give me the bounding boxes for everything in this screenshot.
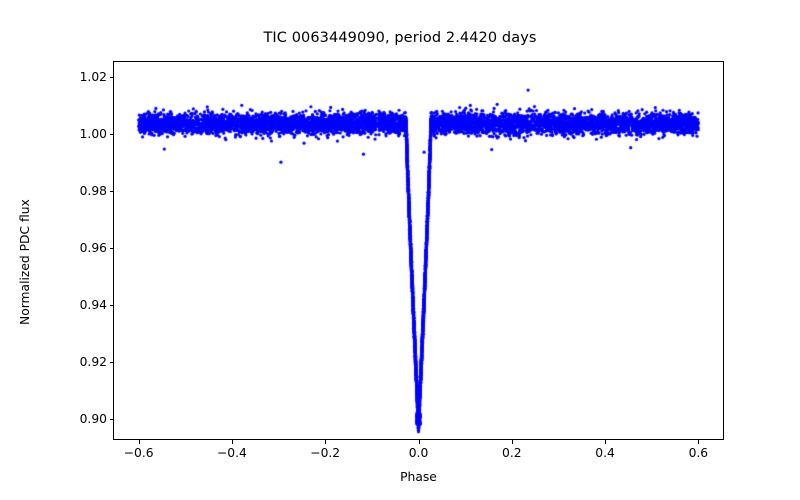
plot-area (113, 61, 724, 440)
y-tick-mark (109, 247, 113, 249)
y-tick-label: 0.96 (79, 240, 107, 255)
y-tick-mark (109, 361, 113, 363)
x-axis-label: Phase (400, 470, 437, 484)
x-tick-mark (418, 440, 420, 444)
y-tick-label: 1.02 (79, 69, 107, 84)
y-tick-label: 0.94 (79, 297, 107, 312)
x-tick-label: −0.6 (123, 446, 154, 460)
x-tick-label: −0.4 (216, 446, 247, 460)
x-tick-label: −0.2 (310, 446, 341, 460)
chart-title: TIC 0063449090, period 2.4420 days (263, 30, 537, 46)
y-tick-label: 1.00 (79, 126, 107, 141)
x-tick-mark (325, 440, 327, 444)
y-tick-mark (109, 304, 113, 306)
y-tick-mark (109, 418, 113, 420)
x-tick-mark (698, 440, 700, 444)
x-tick-label: 0.4 (595, 446, 615, 460)
x-tick-mark (605, 440, 607, 444)
y-tick-mark (109, 190, 113, 192)
y-tick-label: 0.92 (79, 354, 107, 369)
x-tick-mark (511, 440, 513, 444)
x-tick-label: 0.6 (688, 446, 709, 460)
y-tick-label: 0.98 (79, 183, 107, 198)
y-tick-mark (109, 133, 113, 135)
x-tick-label: 0.0 (408, 446, 429, 460)
x-tick-mark (231, 440, 233, 444)
x-tick-mark (138, 440, 140, 444)
y-axis-label: Normalized PDC flux (18, 199, 32, 325)
scatter-plot-canvas (114, 62, 723, 439)
y-tick-label: 0.90 (79, 411, 107, 426)
y-tick-mark (109, 76, 113, 78)
x-tick-label: 0.2 (502, 446, 522, 460)
